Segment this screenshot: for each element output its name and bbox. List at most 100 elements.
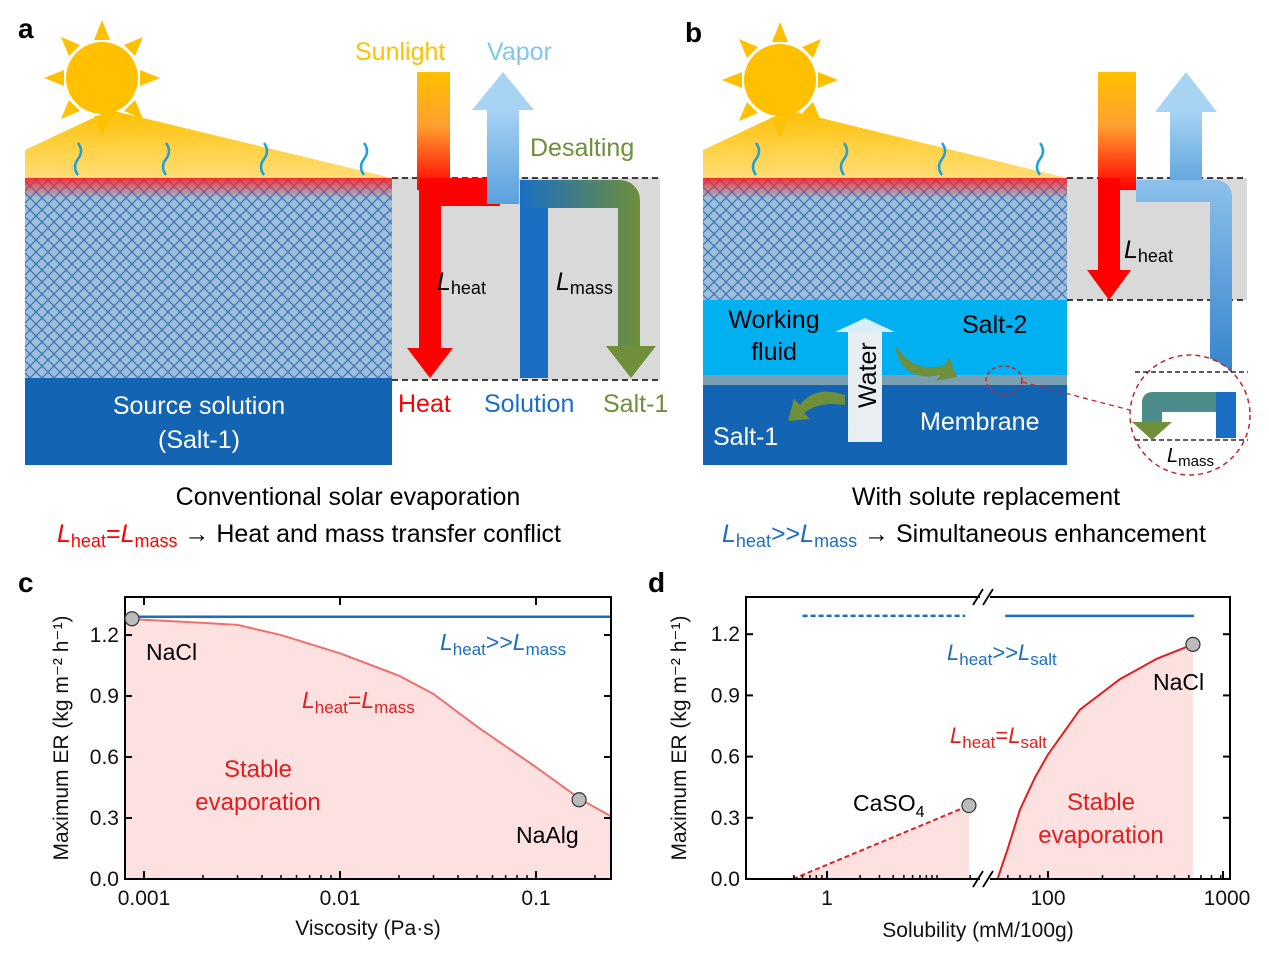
- lmass-label-b: Lmass: [1167, 445, 1214, 470]
- membrane-label: Membrane: [920, 408, 1040, 436]
- marker-nacl: [124, 611, 140, 627]
- relation-a: Lheat=Lmass → Heat and mass transfer con…: [57, 520, 561, 551]
- desalting-label: Desalting: [530, 134, 634, 162]
- formula: CaSO: [853, 790, 916, 816]
- x-tick-label: 0.001: [118, 887, 171, 910]
- water-arrow: [848, 330, 882, 442]
- symbol-L: L: [361, 687, 374, 713]
- sunlight-label: Sunlight: [355, 38, 445, 66]
- x-tick-label: 1: [821, 887, 833, 910]
- y-tick-label: 0.3: [90, 807, 119, 830]
- panel-letter-d: d: [648, 567, 665, 598]
- sunlight-beam: [25, 110, 392, 178]
- vapor-arrowhead-b: [1155, 72, 1217, 112]
- operator: =: [348, 687, 361, 713]
- x-tick-label: 0.01: [320, 887, 361, 910]
- salt1-label: Salt-1: [603, 390, 668, 418]
- heat-arrow-b: [1098, 178, 1120, 272]
- solution-flow-b: [1216, 392, 1236, 438]
- salt1-label-b: Salt-1: [713, 423, 778, 451]
- series-lheat-eq-lmass: [124, 617, 612, 817]
- x-axis-label: Solubility (mM/100g): [882, 919, 1073, 942]
- y-tick-label: 0.3: [711, 807, 740, 830]
- hot-surface: [25, 178, 392, 198]
- salt1-arrow: [788, 391, 845, 421]
- y-tick-label: 0.6: [90, 746, 119, 769]
- desalting-arrowhead-b: [1132, 422, 1172, 440]
- sunlight-arrow-b: [1098, 72, 1136, 190]
- region-label-2: evaporation: [1038, 822, 1163, 849]
- symbol-L: L: [947, 640, 959, 665]
- panel-b: b: [685, 17, 1251, 551]
- stable-region-fill: [792, 805, 969, 879]
- evaporator-mesh: [25, 178, 392, 378]
- heat-arrowhead-b: [1087, 270, 1131, 300]
- y-tick-label: 1.2: [90, 624, 119, 647]
- caption-a: Conventional solar evaporation: [176, 483, 521, 511]
- subscript-a: heat: [959, 650, 992, 669]
- water-arrowhead: [835, 318, 895, 332]
- symbol-L: L: [1008, 723, 1020, 748]
- y-tick-label: 0.9: [711, 684, 740, 707]
- axis-break-icon: [972, 588, 994, 606]
- x-tick-label: 0.1: [521, 887, 550, 910]
- x-axis-label: Viscosity (Pa·s): [295, 917, 440, 940]
- solution-label: Solution: [484, 390, 574, 418]
- vapor-wisp-icons: [73, 142, 369, 176]
- subscript-b: salt: [1020, 733, 1047, 752]
- symbol-L: L: [302, 687, 315, 713]
- stable-region-fill: [125, 618, 611, 879]
- relation-b: Lheat>>Lmass → Simultaneous enhancement: [722, 520, 1206, 551]
- source-solution-label: Source solution: [113, 392, 285, 420]
- caption-b: With solute replacement: [852, 483, 1120, 511]
- panel-letter-c: c: [18, 567, 34, 598]
- series-3: [996, 643, 1194, 880]
- vapor-label: Vapor: [487, 38, 552, 66]
- zoom-circle: [1129, 354, 1251, 476]
- desalting-arrow: [520, 180, 640, 348]
- sun-icon-b: [722, 22, 838, 138]
- chart-d: d 0.0 0.3 0.6 0.9 1.2 1 100 1000 Solubility (mM/…: [648, 567, 1250, 942]
- lheat-label-b: Lheat: [1124, 236, 1173, 266]
- marker-caso4: [961, 797, 977, 814]
- y-tick-label: 0.9: [90, 685, 119, 708]
- solution-flow: [520, 180, 548, 378]
- lheat-label: Lheat: [437, 268, 486, 298]
- y-tick-label: 1.2: [711, 623, 740, 646]
- hot-surface-b: [703, 178, 1067, 198]
- heat-arrowhead: [407, 348, 453, 378]
- marker-label-nacl: NaCl: [146, 639, 197, 665]
- x-tick-label: 1000: [1204, 887, 1251, 910]
- y-axis-label: Maximum ER (kg m⁻² h⁻¹): [50, 615, 73, 860]
- axis-break-icon: [972, 870, 994, 888]
- symbol-L: L: [1018, 640, 1030, 665]
- source-solution-box: [25, 378, 392, 465]
- y-tick-label: 0.6: [711, 746, 740, 769]
- sun-icon: [44, 20, 160, 136]
- operator: >>: [992, 640, 1018, 665]
- subscript-b: mass: [526, 640, 567, 659]
- vapor-arrowhead: [472, 72, 534, 110]
- marker-label-nacl: NaCl: [1153, 669, 1204, 695]
- region-label-2: evaporation: [195, 789, 320, 816]
- zoom-source-ellipse: [985, 365, 1023, 395]
- panel-letter-b: b: [685, 17, 702, 48]
- lmass-label: Lmass: [556, 268, 613, 298]
- symbol-L: L: [440, 629, 453, 655]
- operator: =: [995, 723, 1008, 748]
- desalting-arrowhead: [606, 346, 656, 378]
- membrane-strip: [703, 375, 1067, 385]
- operator: >>: [486, 629, 513, 655]
- salt2-arrow: [895, 345, 957, 381]
- plot-frame: [124, 596, 612, 880]
- sunlight-arrow: [417, 72, 450, 190]
- panel-a: a Source solution (Salt-1): [18, 13, 668, 551]
- marker-label-caso4: CaSO4: [853, 790, 925, 821]
- symbol-L: L: [513, 629, 526, 655]
- working-fluid-label-2: fluid: [751, 338, 797, 366]
- zoom-connector: [1021, 381, 1131, 411]
- vapor-wisp-icons-b: [751, 142, 1045, 176]
- x-tick-label: 100: [1030, 887, 1065, 910]
- heat-arrow: [419, 178, 441, 350]
